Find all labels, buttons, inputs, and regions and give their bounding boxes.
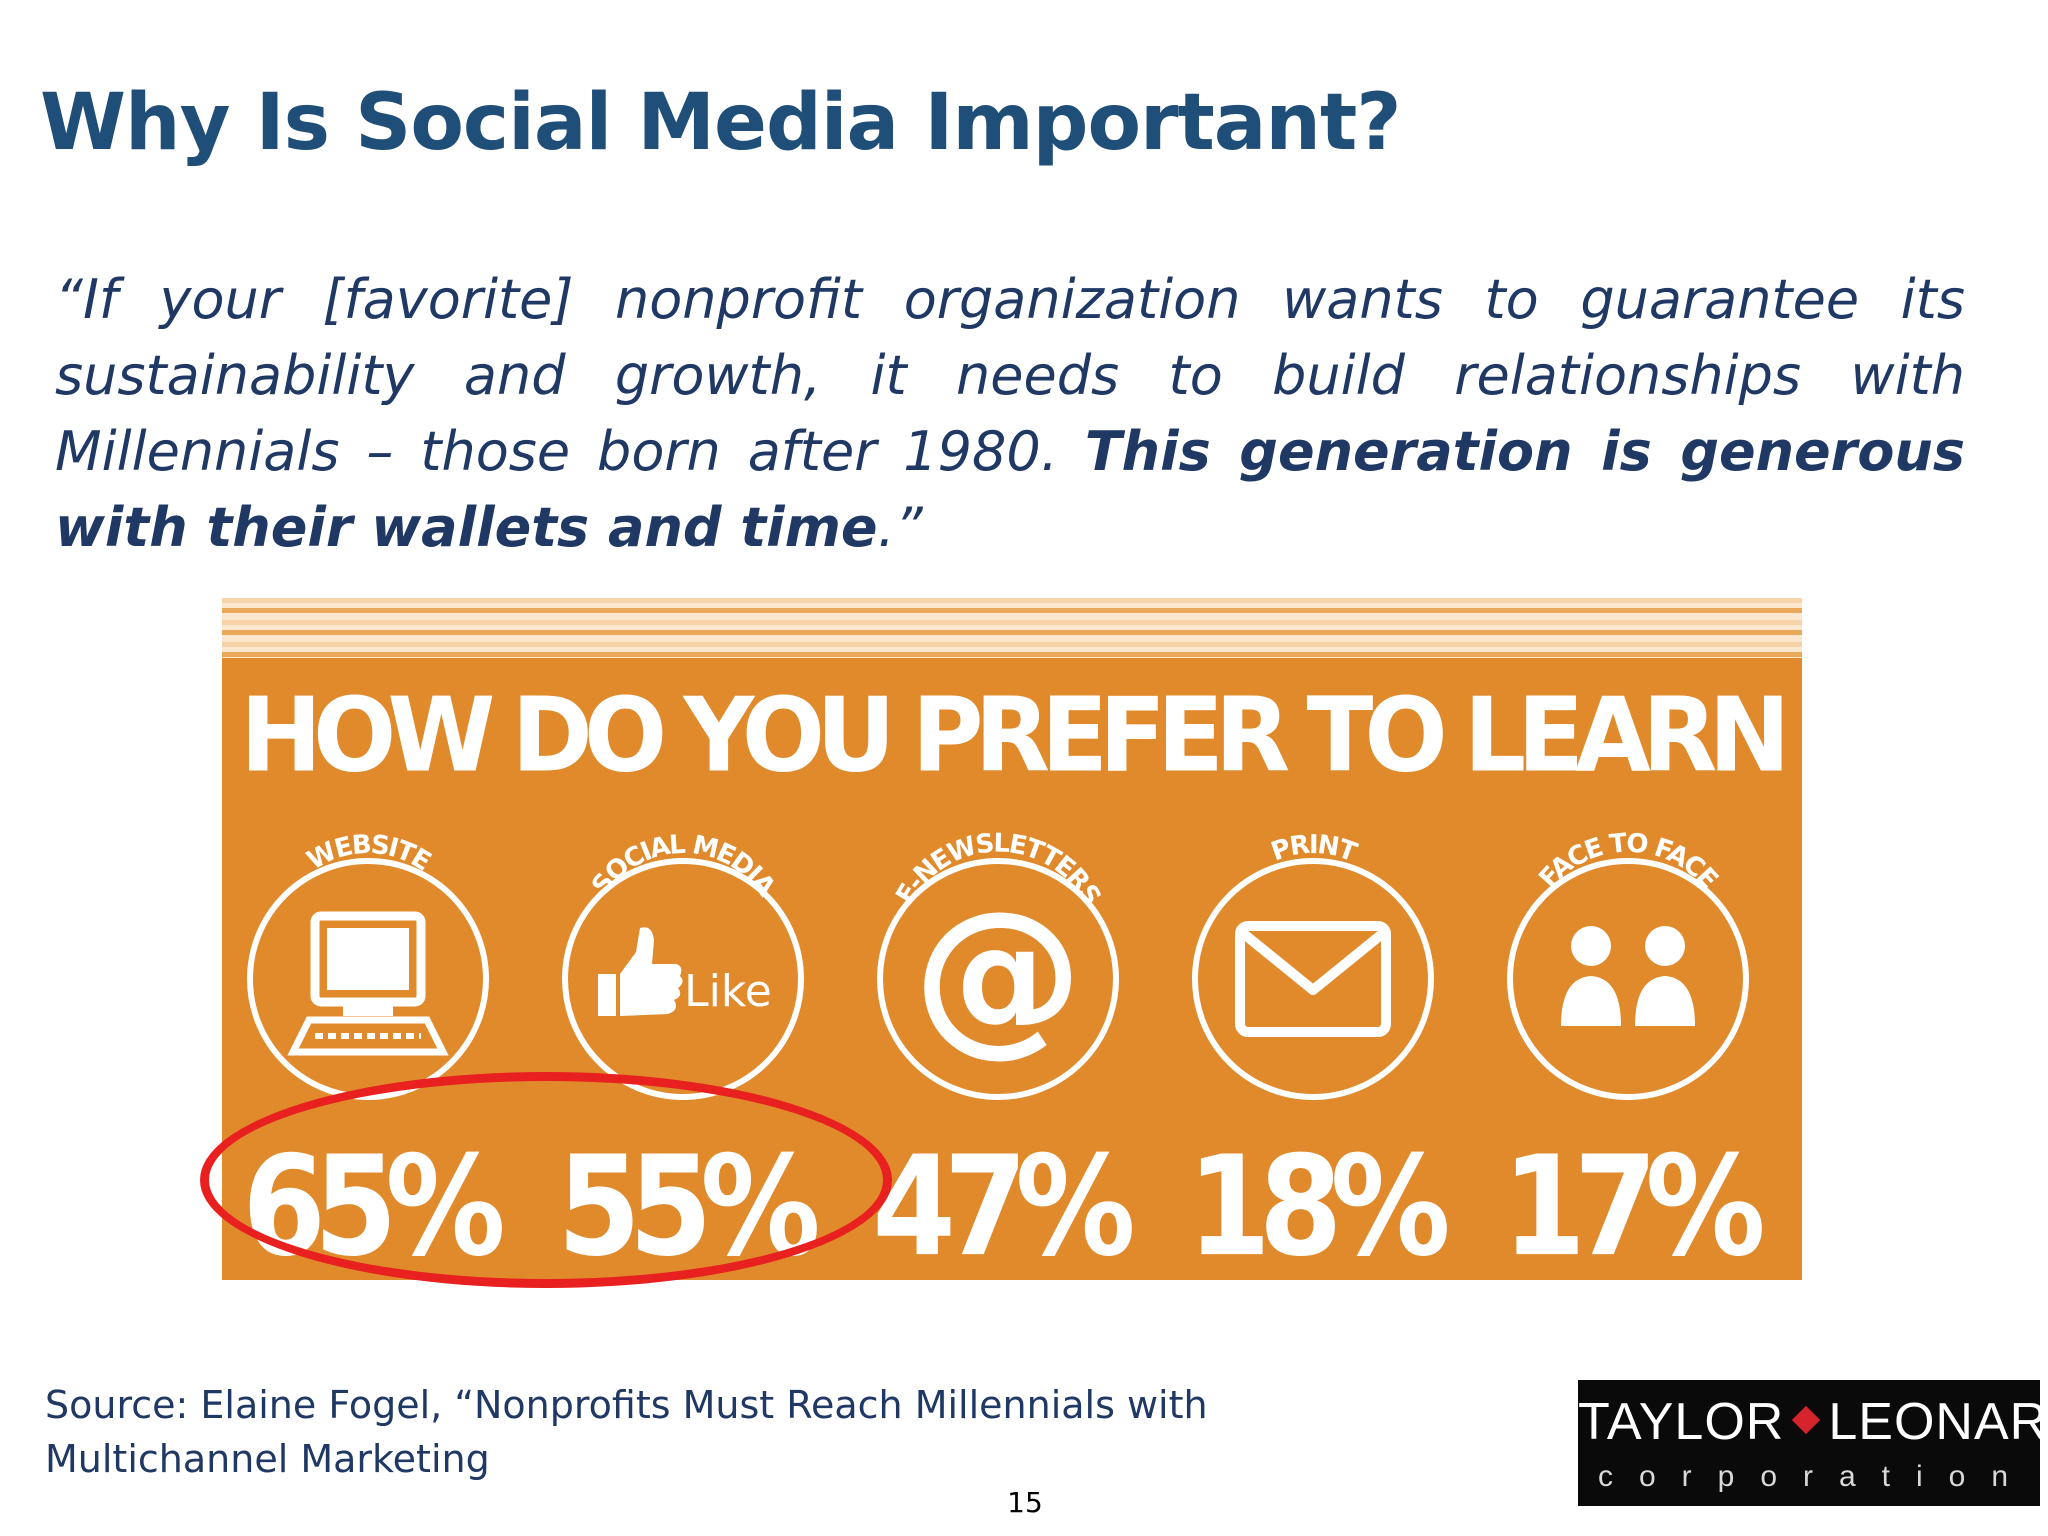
channel-face-to-face: FACE TO FACE 17% xyxy=(1502,828,1765,1280)
page-number: 15 xyxy=(1007,1486,1043,1519)
at-sign-icon: @ xyxy=(913,875,1083,1073)
computer-icon xyxy=(287,911,449,1056)
logo-wordmark: TAYLOR LEONARD xyxy=(1578,1392,2048,1452)
channel-value-print: 18% xyxy=(1187,1127,1450,1280)
thumbs-up-like-icon: Like xyxy=(598,927,772,1017)
slide-title: Why Is Social Media Important? xyxy=(40,78,1401,168)
diamond-icon xyxy=(1792,1406,1821,1435)
logo-word-left: TAYLOR xyxy=(1578,1393,1785,1451)
channel-icon-ring xyxy=(1192,858,1434,1100)
svg-text:Like: Like xyxy=(684,966,772,1017)
highlight-ellipse xyxy=(200,1072,892,1288)
logo-word-right: LEONARD xyxy=(1828,1393,2048,1451)
quote-part-1: “If your [favorite] nonprofit organizati… xyxy=(55,268,1965,483)
logo-subtitle: corporation xyxy=(1597,1460,2035,1493)
channel-value-face-to-face: 17% xyxy=(1502,1127,1765,1280)
svg-text:@: @ xyxy=(913,875,1083,1073)
people-icon xyxy=(1561,926,1695,1026)
taylor-leonard-logo: TAYLOR LEONARD corporation xyxy=(1578,1380,2048,1506)
channel-e-newsletters: E-NEWSLETTERS @ 47% xyxy=(872,829,1135,1280)
quote-end: .” xyxy=(877,496,923,559)
channel-print: PRINT 18% xyxy=(1187,830,1450,1280)
infographic-title: HOW DO YOU PREFER TO LEARN ABOUT NONPROF… xyxy=(240,676,1802,796)
channel-icon-ring xyxy=(247,858,489,1100)
channel-icon-ring xyxy=(1507,858,1749,1100)
channel-value-e-newsletters: 47% xyxy=(872,1127,1135,1280)
quote-bold-part: This generation is generous with their w… xyxy=(55,420,1965,559)
source-citation: Source: Elaine Fogel, “Nonprofits Must R… xyxy=(45,1378,1245,1486)
channel-icon-ring: @ xyxy=(877,858,1119,1100)
envelope-icon xyxy=(1235,921,1391,1037)
source-line-1: Source: Elaine Fogel, “Nonprofits Must R… xyxy=(45,1383,1208,1427)
source-line-2: Multichannel Marketing xyxy=(45,1437,490,1481)
channel-icon-ring: Like xyxy=(562,858,804,1100)
quote-text: “If your [favorite] nonprofit organizati… xyxy=(55,262,1965,566)
infographic-stripe-border xyxy=(222,598,1802,658)
